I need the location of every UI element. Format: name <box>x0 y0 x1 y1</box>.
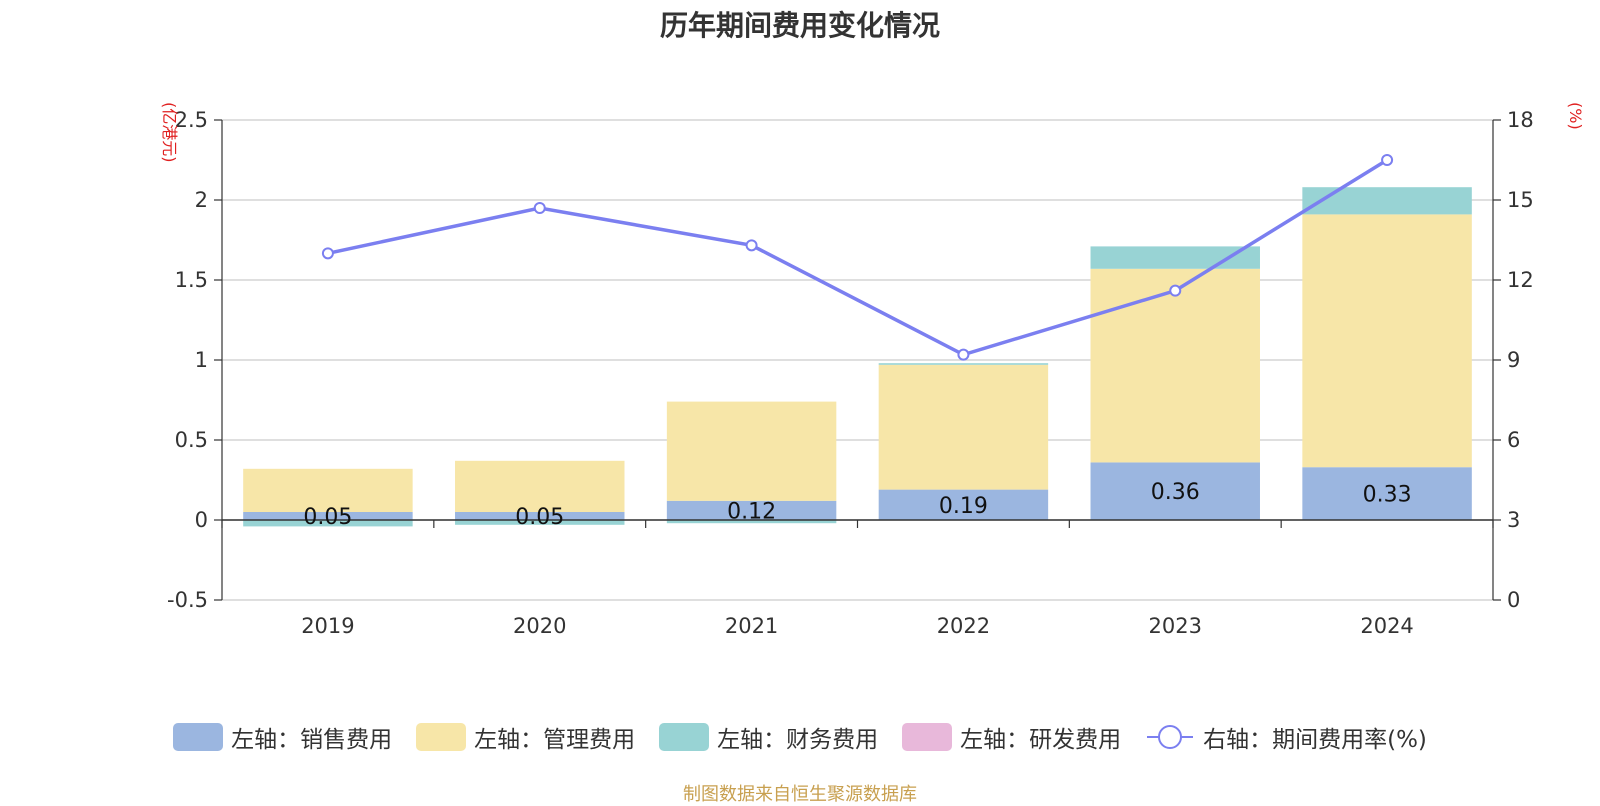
rate-line <box>321 154 1394 361</box>
left-tick-label: 0.5 <box>175 428 208 452</box>
left-axis-unit: (亿港元) <box>160 102 179 163</box>
category-label: 2020 <box>513 614 566 638</box>
right-tick-label: 12 <box>1507 268 1534 292</box>
right-tick-label: 0 <box>1507 588 1520 612</box>
axes: -0.5 0 0.5 1 1.5 2 2.5 0 3 6 9 12 15 18 (亿港元) (%) 2019 20… <box>160 102 1585 638</box>
chart-title: 历年期间费用变化情况 <box>659 9 940 42</box>
data-label: 0.12 <box>727 499 776 524</box>
rate-point-2019 <box>321 247 334 260</box>
legend-item[interactable]: 左轴：管理费用 <box>416 720 635 754</box>
bar-1-2024 <box>1302 467 1472 520</box>
category-label: 2022 <box>937 614 990 638</box>
bar-1-2023 <box>1090 462 1260 520</box>
legend-swatch <box>659 723 710 751</box>
left-tick-label: 2 <box>195 188 208 212</box>
bar-3-2019 <box>243 520 413 527</box>
bar-2-2023 <box>1090 268 1260 463</box>
category-label: 2019 <box>301 614 354 638</box>
legend-label: 左轴：销售费用 <box>231 727 393 753</box>
category-label: 2021 <box>725 614 778 638</box>
legend-label: 左轴：研发费用 <box>960 727 1122 753</box>
data-label: 0.19 <box>939 494 988 519</box>
right-tick-label: 6 <box>1507 428 1520 452</box>
data-label: 0.05 <box>303 505 352 530</box>
legend-label: 左轴：财务费用 <box>717 727 879 753</box>
bar-2-2020 <box>455 460 625 512</box>
bar-3-2024 <box>1302 187 1472 215</box>
category-label: 2024 <box>1360 614 1413 638</box>
legend-swatch <box>902 723 953 751</box>
data-label: 0.33 <box>1363 483 1412 508</box>
right-tick-label: 18 <box>1507 108 1534 132</box>
bar-2-2024 <box>1302 214 1472 468</box>
source-note: 制图数据来自恒生聚源数据库 <box>683 784 917 805</box>
data-label: 0.05 <box>515 505 564 530</box>
bar-2-2019 <box>243 468 413 512</box>
chart-plot: -0.5 0 0.5 1 1.5 2 2.5 0 3 6 9 12 15 18 (亿港元) (%) 2019 20… <box>160 102 1585 638</box>
bar-1-2021 <box>666 500 837 520</box>
rate-point-2022 <box>957 348 970 361</box>
left-tick-label: -0.5 <box>167 588 208 612</box>
rate-line-path <box>327 158 1389 357</box>
left-tick-label: 1.5 <box>175 268 208 292</box>
bar-2-2021 <box>666 401 837 501</box>
legend: 左轴：销售费用 左轴：管理费用 左轴：财务费用 左轴：研发费用 右轴：期间费用率(%) <box>0 720 1600 754</box>
bar-3-2022 <box>878 363 1049 365</box>
left-tick-label: 0 <box>195 508 208 532</box>
bar-3-2023 <box>1090 246 1260 269</box>
data-label: 0.36 <box>1151 480 1200 505</box>
right-axis-unit: (%) <box>1566 102 1585 130</box>
right-tick-label: 3 <box>1507 508 1520 532</box>
rate-point-2021 <box>745 239 758 252</box>
bar-3-2020 <box>455 520 625 525</box>
legend-item[interactable]: 左轴：财务费用 <box>659 720 878 754</box>
legend-swatch <box>173 723 224 751</box>
left-tick-label: 2.5 <box>175 108 208 132</box>
rate-point-2024 <box>1381 154 1394 166</box>
legend-label: 左轴：管理费用 <box>474 727 636 753</box>
bar-3-2021 <box>666 520 837 524</box>
legend-item[interactable]: 右轴：期间费用率(%) <box>1145 720 1427 754</box>
legend-swatch <box>416 723 467 751</box>
left-tick-label: 1 <box>195 348 208 372</box>
labels: 0.05 0.05 0.12 0.19 0.36 0.33 <box>303 480 1411 530</box>
bars <box>243 187 1472 527</box>
bar-1-2019 <box>243 512 413 520</box>
category-label: 2023 <box>1149 614 1202 638</box>
legend-swatch <box>1147 725 1194 749</box>
bar-2-2022 <box>878 364 1049 490</box>
legend-label: 右轴：期间费用率(%) <box>1203 727 1427 753</box>
bar-1-2020 <box>455 512 625 520</box>
right-tick-label: 15 <box>1507 188 1534 212</box>
bar-1-2022 <box>878 489 1049 520</box>
legend-item[interactable]: 左轴：研发费用 <box>902 720 1121 754</box>
legend-item[interactable]: 左轴：销售费用 <box>173 720 392 754</box>
rate-point-2020 <box>533 202 546 214</box>
right-tick-label: 9 <box>1507 348 1520 372</box>
legend-line-marker <box>1158 725 1183 749</box>
rate-point-2023 <box>1169 284 1182 297</box>
